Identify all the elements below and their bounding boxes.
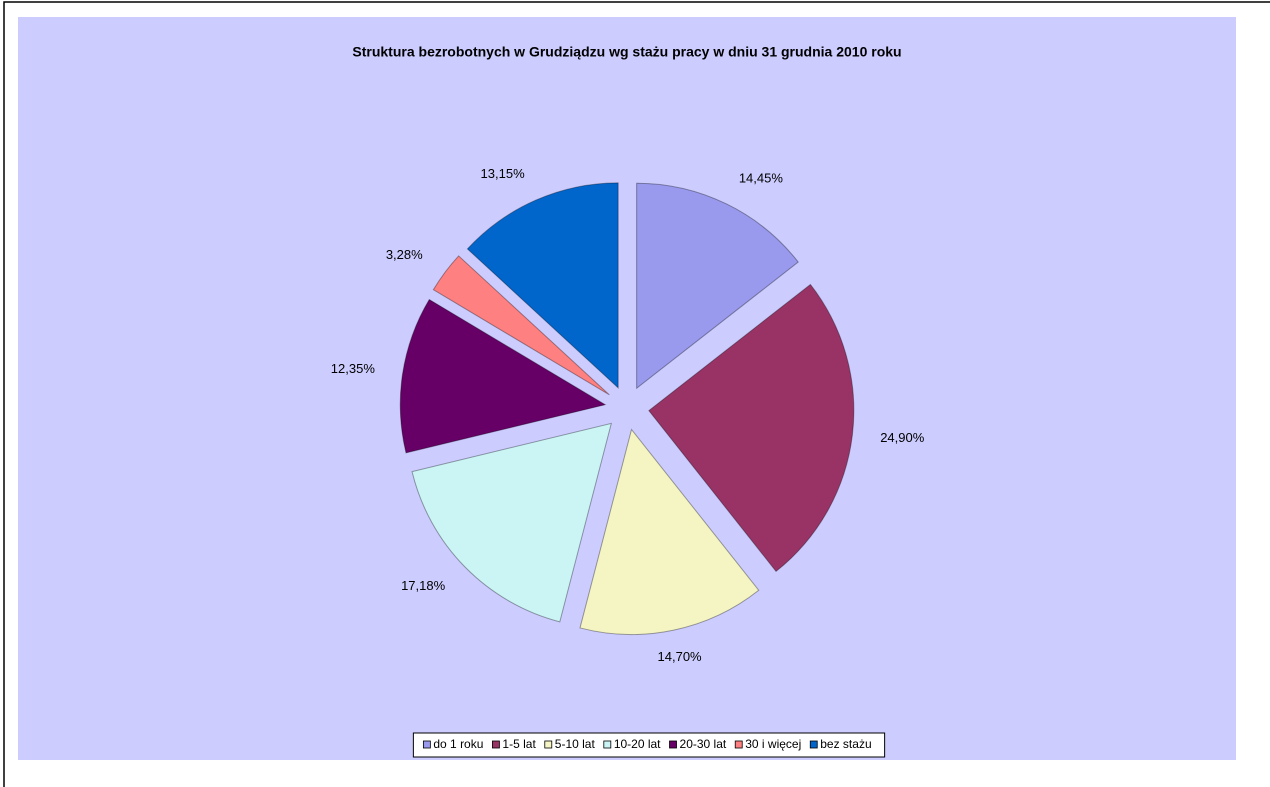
data-label: 17,18% xyxy=(401,578,446,593)
data-label: 13,15% xyxy=(481,166,526,181)
legend-box xyxy=(412,732,886,758)
data-label: 24,90% xyxy=(880,430,925,445)
legend-label: 10-20 lat xyxy=(614,737,661,751)
legend-label: 20-30 lat xyxy=(680,737,727,751)
legend-swatch xyxy=(603,740,612,749)
pie-slice xyxy=(399,298,607,454)
legend-label: bez stażu xyxy=(820,737,871,751)
legend-label: 5-10 lat xyxy=(555,737,596,751)
pie-slice xyxy=(648,283,855,573)
legend-swatch xyxy=(809,740,818,749)
chart-area xyxy=(18,17,1236,760)
chart-title: Struktura bezrobotnych w Grudziądzu wg s… xyxy=(352,44,901,60)
legend-swatch xyxy=(734,740,743,749)
pie-slice xyxy=(411,422,613,623)
pie-slice xyxy=(579,428,760,635)
pie-slice xyxy=(636,182,799,390)
legend-label: 1-5 lat xyxy=(502,737,536,751)
pie-slice xyxy=(466,182,619,389)
legend-swatch xyxy=(422,740,431,749)
legend-swatch xyxy=(544,740,553,749)
pie-slice xyxy=(432,255,610,396)
data-label: 14,45% xyxy=(739,170,784,185)
data-label: 14,70% xyxy=(658,649,703,664)
legend-swatch xyxy=(492,740,500,749)
data-label: 12,35% xyxy=(331,361,376,376)
legend: do 1 roku 1-5 lat 5-10 lat 10-20 lat 20-30 l… xyxy=(412,732,886,758)
data-label: 3,28% xyxy=(386,247,423,262)
legend-label: 30 i więcej xyxy=(745,737,801,751)
legend-label: do 1 roku xyxy=(433,737,483,751)
legend-swatch xyxy=(669,740,677,749)
